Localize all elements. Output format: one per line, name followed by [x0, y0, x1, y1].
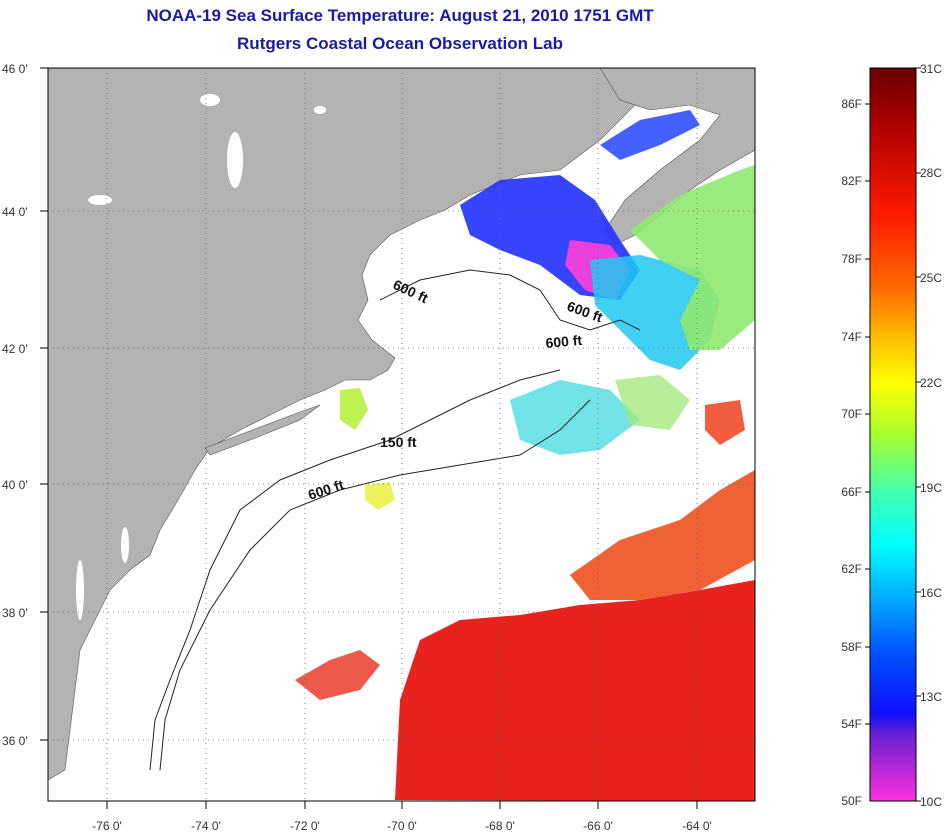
contour-label-600ft-3: 600 ft	[545, 332, 583, 351]
lon-label-64: -64 0'	[682, 819, 712, 833]
cbar-c-22: 22C	[920, 376, 942, 390]
sst-green-offshore	[615, 375, 690, 430]
cbar-f-62: 62F	[841, 562, 862, 576]
sst-yellow-cape-cod	[340, 388, 368, 430]
cbar-f-74: 74F	[841, 330, 862, 344]
lon-label-68: -68 0'	[485, 819, 515, 833]
cbar-f-54: 54F	[841, 717, 862, 731]
cbar-f-50: 50F	[841, 794, 862, 808]
cbar-f-86: 86F	[841, 97, 862, 111]
colorbar-fahrenheit-labels: 86F 82F 78F 74F 70F 66F 62F 58F 54F 50F	[841, 97, 862, 808]
sst-yellow-patch	[365, 482, 395, 510]
cbar-f-82: 82F	[841, 174, 862, 188]
axis-ticks	[40, 67, 698, 809]
cbar-c-16: 16C	[920, 586, 942, 600]
longitude-labels: -76 0' -74 0' -72 0' -70 0' -68 0' -66 0…	[92, 819, 712, 833]
cbar-c-19: 19C	[920, 481, 942, 495]
map-subtitle: Rutgers Coastal Ocean Observation Lab	[237, 34, 563, 53]
colorbar-celsius-labels: 31C 28C 25C 22C 19C 16C 13C 10C	[920, 62, 942, 809]
cbar-f-66: 66F	[841, 485, 862, 499]
sst-warm-gulf-stream	[395, 580, 755, 801]
land-long-island	[204, 404, 321, 456]
map-area	[48, 68, 755, 801]
latitude-labels: 46 0' 44 0' 42 0' 40 0' 38 0' 36 0'	[2, 62, 28, 748]
contour-label-150ft: 150 ft	[380, 434, 417, 450]
map-title: NOAA-19 Sea Surface Temperature: August …	[146, 6, 654, 25]
bathymetry-contours	[149, 269, 641, 771]
lon-label-74: -74 0'	[191, 819, 221, 833]
contour-line-150ft	[149, 369, 561, 771]
lat-label-46: 46 0'	[2, 62, 28, 76]
sst-fundy-cold	[600, 110, 700, 160]
cbar-c-13: 13C	[920, 690, 942, 704]
lat-label-40: 40 0'	[2, 478, 28, 492]
lat-label-38: 38 0'	[2, 606, 28, 620]
cbar-f-70: 70F	[841, 407, 862, 421]
cbar-c-31: 31C	[920, 62, 942, 76]
sst-cyan-georges	[510, 380, 640, 455]
lon-label-76: -76 0'	[92, 819, 122, 833]
lat-label-44: 44 0'	[2, 205, 28, 219]
sst-warm-east-patch	[705, 400, 745, 445]
lon-label-70: -70 0'	[387, 819, 417, 833]
cbar-c-28: 28C	[920, 166, 942, 180]
grid-lines	[48, 68, 755, 801]
cbar-c-10: 10C	[920, 795, 942, 809]
cbar-c-25: 25C	[920, 271, 942, 285]
lat-label-36: 36 0'	[2, 734, 28, 748]
lon-label-72: -72 0'	[290, 819, 320, 833]
contour-line-600ft-gom	[379, 269, 641, 331]
colorbar	[869, 67, 917, 802]
sst-warm-scatter	[295, 650, 380, 700]
lon-label-66: -66 0'	[583, 819, 613, 833]
colorbar-ticks	[865, 67, 921, 802]
cbar-f-78: 78F	[841, 252, 862, 266]
cbar-f-58: 58F	[841, 640, 862, 654]
sst-warm-northeast	[570, 470, 755, 600]
lat-label-42: 42 0'	[2, 342, 28, 356]
inland-lakes	[76, 94, 326, 620]
contour-line-600ft	[159, 399, 591, 771]
